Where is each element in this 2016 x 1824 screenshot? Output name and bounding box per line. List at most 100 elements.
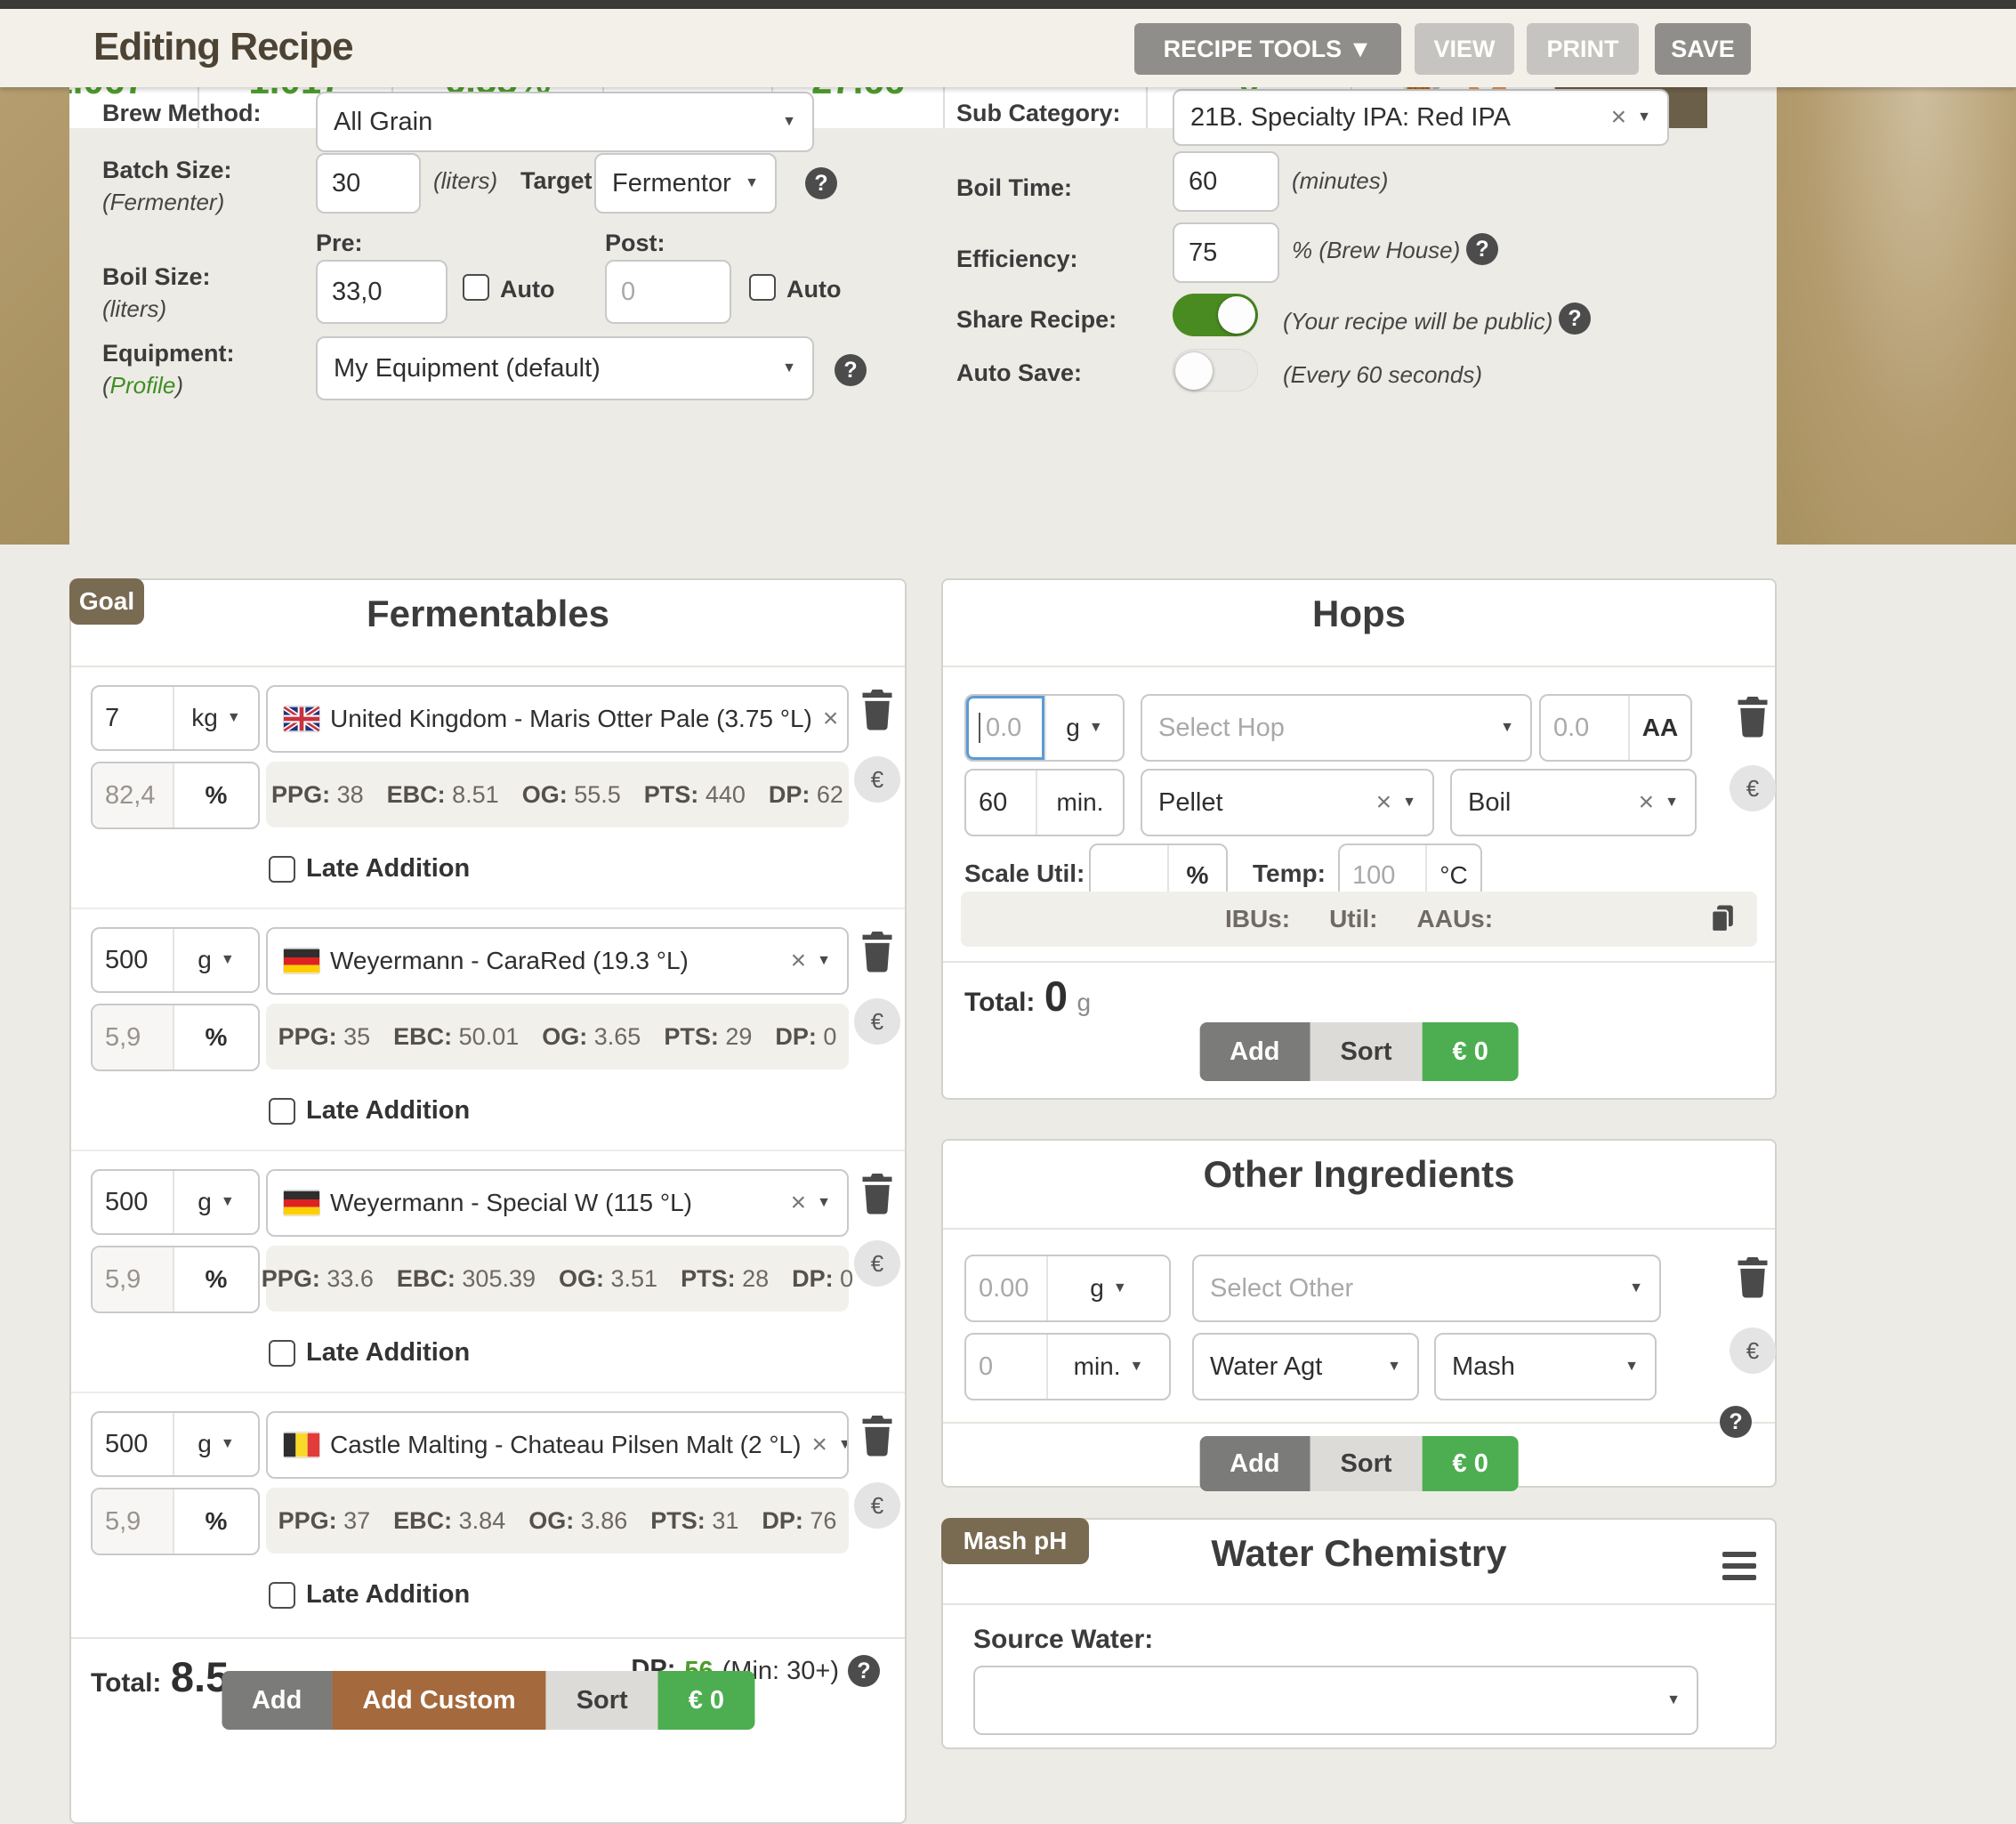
equipment-profile-link[interactable]: Profile (109, 372, 176, 399)
fermentable-select[interactable]: Weyermann - CaraRed (19.3 °L) × ▼ (266, 927, 849, 995)
clear-icon[interactable]: × (811, 1430, 827, 1459)
amount-input[interactable]: 7 (93, 687, 174, 749)
late-addition-checkbox[interactable] (269, 1097, 295, 1125)
clear-icon[interactable]: × (1638, 787, 1655, 817)
trash-icon[interactable] (858, 1171, 897, 1215)
fermentable-row: 500 g ▼ Weyermann - CaraRed (19.3 °L) × ▼… (71, 927, 905, 1150)
other-ingredient-select[interactable]: Select Other ▼ (1192, 1255, 1661, 1322)
euro-cost-button[interactable]: € (854, 1482, 900, 1529)
other-type-select[interactable]: Water Agt ▼ (1192, 1333, 1419, 1400)
fermentables-cost-button[interactable]: € 0 (657, 1671, 755, 1730)
euro-cost-button[interactable]: € (1730, 765, 1776, 811)
unit-select[interactable]: g ▼ (198, 1188, 235, 1215)
add-other-button[interactable]: Add (1199, 1436, 1310, 1491)
add-fermentable-button[interactable]: Add (221, 1671, 333, 1730)
chevron-down-icon: ▼ (817, 953, 831, 968)
print-button[interactable]: PRINT (1527, 23, 1639, 75)
boil-time-input[interactable]: 60 (1173, 151, 1279, 212)
hop-unit-select[interactable]: g ▼ (1066, 714, 1103, 741)
auto-save-toggle[interactable] (1173, 349, 1258, 391)
boil-size-post-input[interactable]: 0 (605, 260, 731, 324)
other-unit-select[interactable]: g ▼ (1090, 1274, 1127, 1302)
trash-icon[interactable] (858, 929, 897, 973)
amount-input[interactable]: 500 (93, 929, 174, 991)
percent-input[interactable]: 5,9 (93, 1247, 174, 1312)
share-recipe-toggle[interactable] (1173, 294, 1258, 336)
target-select[interactable]: Fermentor ▼ (594, 153, 777, 214)
amount-input[interactable]: 500 (93, 1413, 174, 1475)
save-button[interactable]: SAVE (1655, 23, 1751, 75)
view-button[interactable]: VIEW (1415, 23, 1514, 75)
other-time-unit-select[interactable]: min. ▼ (1073, 1352, 1144, 1380)
mash-ph-badge[interactable]: Mash pH (941, 1518, 1089, 1564)
hop-aa-input[interactable]: 0.0 (1541, 696, 1630, 760)
amount-input[interactable]: 500 (93, 1171, 174, 1233)
post-auto-checkbox[interactable] (749, 274, 776, 301)
chevron-down-icon: ▼ (1625, 1359, 1639, 1374)
equipment-select[interactable]: My Equipment (default) ▼ (316, 336, 814, 400)
goal-badge[interactable]: Goal (69, 578, 144, 625)
scale-util-input[interactable] (1091, 845, 1169, 906)
other-time-group: 0 min. ▼ (964, 1333, 1171, 1400)
other-cost-button[interactable]: € 0 (1422, 1436, 1519, 1491)
temp-input[interactable]: 100 (1340, 845, 1427, 906)
fermentable-select[interactable]: Castle Malting - Chateau Pilsen Malt (2 … (266, 1411, 849, 1479)
hop-use-select[interactable]: Boil × ▼ (1450, 769, 1697, 836)
sort-fermentables-button[interactable]: Sort (545, 1671, 658, 1730)
other-amount-input[interactable]: 0.00 (966, 1256, 1048, 1320)
clear-icon[interactable]: × (790, 1188, 807, 1217)
share-help-icon[interactable]: ? (1559, 303, 1591, 335)
efficiency-help-icon[interactable]: ? (1466, 233, 1498, 265)
clear-icon[interactable]: × (822, 704, 839, 733)
clear-icon[interactable]: × (1375, 787, 1392, 817)
trash-icon[interactable] (1733, 1255, 1772, 1299)
unit-select[interactable]: g ▼ (198, 1430, 235, 1457)
trash-icon[interactable] (1733, 694, 1772, 738)
efficiency-input[interactable]: 75 (1173, 222, 1279, 283)
sub-category-select[interactable]: 21B. Specialty IPA: Red IPA × ▼ (1173, 89, 1669, 146)
clear-icon[interactable]: × (1610, 102, 1627, 132)
percent-input[interactable]: 5,9 (93, 1005, 174, 1069)
euro-cost-button[interactable]: € (854, 998, 900, 1045)
fermentable-percent-group: 5,9 % (91, 1246, 260, 1313)
brew-method-select[interactable]: All Grain ▼ (316, 92, 814, 152)
other-use-select[interactable]: Mash ▼ (1434, 1333, 1657, 1400)
fermentable-select[interactable]: United Kingdom - Maris Otter Pale (3.75 … (266, 685, 849, 753)
late-addition-checkbox[interactable] (269, 1581, 295, 1609)
sort-hops-button[interactable]: Sort (1310, 1022, 1423, 1081)
batch-size-input[interactable]: 30 (316, 153, 421, 214)
boil-size-pre-input[interactable]: 33,0 (316, 260, 448, 324)
percent-input[interactable]: 5,9 (93, 1489, 174, 1554)
unit-select[interactable]: kg ▼ (191, 704, 241, 731)
chevron-down-icon: ▼ (1665, 795, 1679, 810)
recipe-tools-button[interactable]: RECIPE TOOLS ▼ (1134, 23, 1401, 75)
euro-cost-button[interactable]: € (854, 756, 900, 803)
hop-select[interactable]: Select Hop ▼ (1141, 694, 1532, 762)
hop-time-input[interactable]: 60 (966, 771, 1037, 835)
equipment-help-icon[interactable]: ? (835, 354, 867, 386)
hop-amount-input[interactable]: 0.0 (966, 696, 1046, 760)
euro-cost-button[interactable]: € (854, 1240, 900, 1287)
trash-icon[interactable] (858, 687, 897, 731)
add-custom-fermentable-button[interactable]: Add Custom (332, 1671, 546, 1730)
sort-other-button[interactable]: Sort (1310, 1436, 1423, 1491)
hop-type-select[interactable]: Pellet × ▼ (1141, 769, 1434, 836)
clear-icon[interactable]: × (790, 946, 807, 975)
late-addition-checkbox[interactable] (269, 855, 295, 883)
other-ingredients-help-icon[interactable]: ? (1720, 1406, 1752, 1438)
menu-icon[interactable] (1722, 1552, 1756, 1580)
trash-icon[interactable] (858, 1413, 897, 1457)
batch-size-help-icon[interactable]: ? (805, 167, 837, 199)
copy-icon[interactable] (1709, 904, 1736, 934)
late-addition-checkbox[interactable] (269, 1339, 295, 1367)
percent-input[interactable]: 82,4 (93, 763, 174, 827)
add-hop-button[interactable]: Add (1199, 1022, 1310, 1081)
hops-cost-button[interactable]: € 0 (1422, 1022, 1519, 1081)
source-water-select[interactable]: ▼ (973, 1666, 1698, 1735)
unit-select[interactable]: g ▼ (198, 946, 235, 973)
fermentable-select[interactable]: Weyermann - Special W (115 °L) × ▼ (266, 1169, 849, 1237)
euro-cost-button[interactable]: € (1730, 1328, 1776, 1374)
pre-auto-checkbox[interactable] (463, 274, 489, 301)
dp-help-icon[interactable]: ? (848, 1655, 880, 1687)
other-time-input[interactable]: 0 (966, 1335, 1048, 1399)
